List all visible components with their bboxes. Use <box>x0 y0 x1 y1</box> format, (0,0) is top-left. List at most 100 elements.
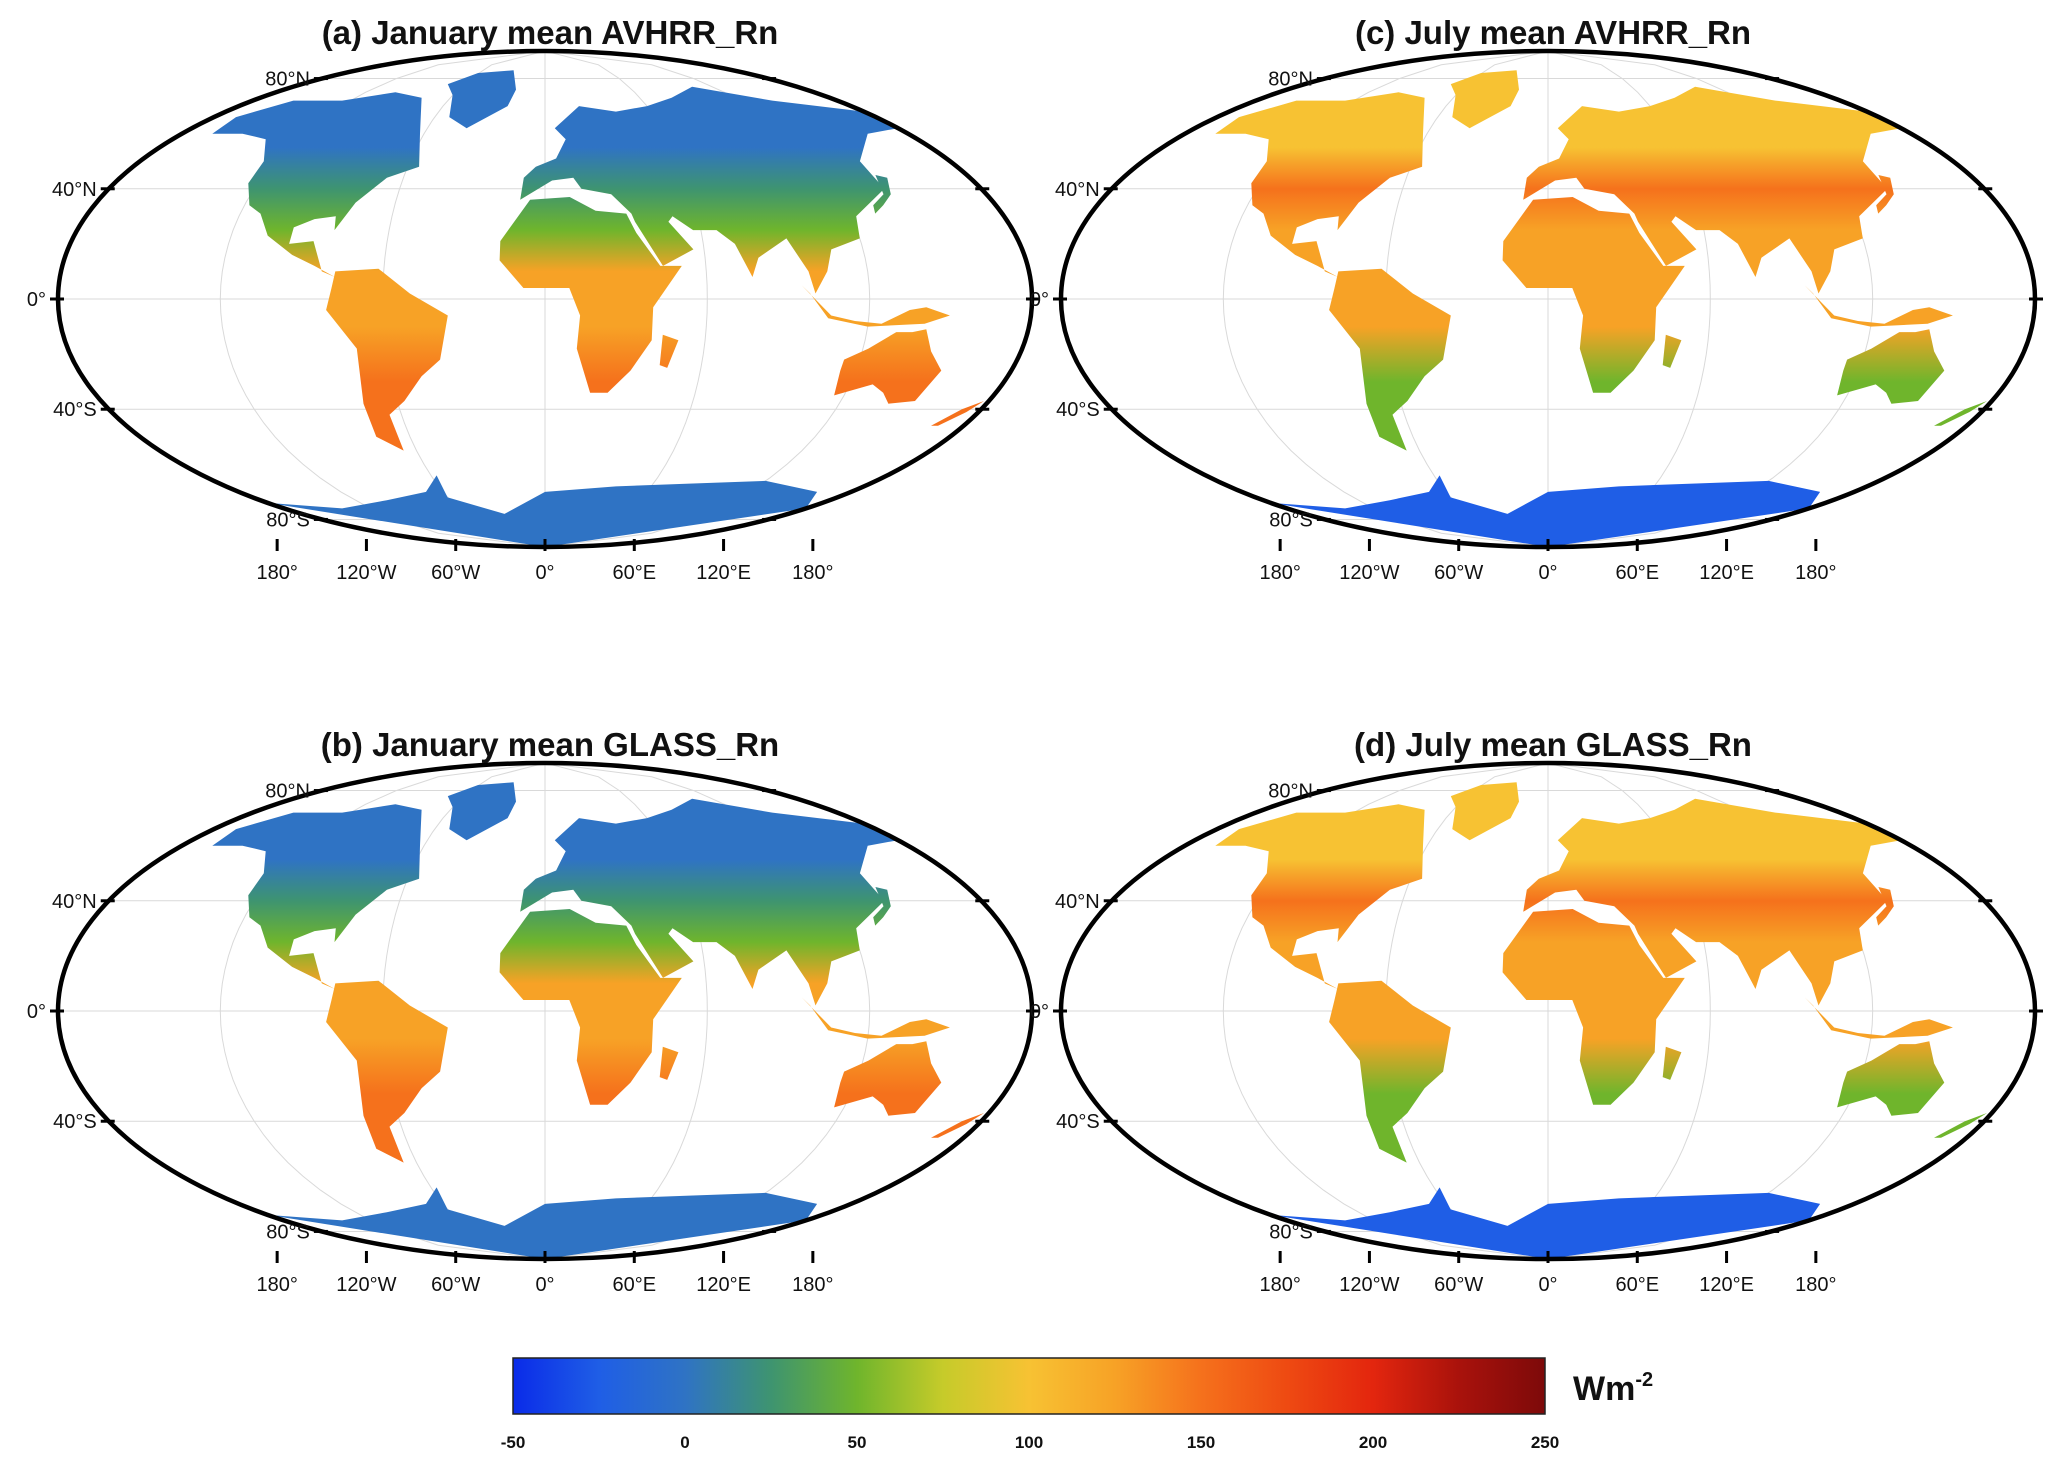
colorbar-tick-label: 150 <box>1187 1433 1215 1452</box>
landmass-indonesia <box>801 285 950 327</box>
landmass-japan <box>1876 175 1894 214</box>
landmass-europe-asia <box>1523 86 1901 294</box>
lon-label: 60°E <box>612 1274 656 1296</box>
lat-label: 0° <box>27 1001 46 1023</box>
lat-label: 80°N <box>1268 781 1313 803</box>
landmass-greenland <box>447 70 516 129</box>
landmass-madagascar <box>659 334 679 368</box>
land-layer <box>1215 70 1987 547</box>
landmass-indonesia <box>1804 997 1953 1039</box>
lat-label: 80°S <box>266 1221 310 1243</box>
landmass-madagascar <box>1662 334 1682 368</box>
land-layer <box>1215 782 1987 1259</box>
lon-label: 0° <box>535 1274 554 1296</box>
lon-label: 0° <box>535 562 554 584</box>
landmass-new-zealand <box>931 1113 984 1138</box>
colorbar-ticks: -50 0 50 100 150 200 250 <box>501 1433 1559 1452</box>
panel-d-title: (d) July mean GLASS_Rn <box>1354 726 1752 763</box>
panel-c-title: (c) July mean AVHRR_Rn <box>1355 14 1751 51</box>
landmass-greenland <box>1450 70 1519 129</box>
landmass-africa <box>1502 197 1685 393</box>
colorbar-tick-label: -50 <box>501 1433 526 1452</box>
landmass-europe-asia <box>520 798 898 1006</box>
lat-label: 40°S <box>1056 399 1100 421</box>
lon-label: 180° <box>1259 562 1300 584</box>
lon-label: 120°W <box>1339 562 1399 584</box>
colorbar-tick-label: 100 <box>1015 1433 1043 1452</box>
lat-label: 40°N <box>52 891 97 913</box>
landmass-north-america <box>1215 92 1425 277</box>
lon-label: 60°E <box>612 562 656 584</box>
lon-label: 180° <box>1795 562 1836 584</box>
landmass-antarctica <box>267 475 818 547</box>
lon-label: 120°W <box>336 1274 396 1296</box>
lon-label: 120°E <box>696 1274 751 1296</box>
lon-label: 180° <box>1259 1274 1300 1296</box>
lon-label: 180° <box>1795 1274 1836 1296</box>
lon-label: 60°W <box>1434 1274 1483 1296</box>
lon-label: 60°E <box>1615 1274 1659 1296</box>
colorbar-bar <box>512 1357 1546 1415</box>
lat-label: 40°S <box>53 1111 97 1133</box>
lon-label: 60°W <box>431 562 480 584</box>
lat-label: 0° <box>27 289 46 311</box>
landmass-north-america <box>1215 804 1425 989</box>
landmass-new-zealand <box>931 401 984 426</box>
lat-label: 80°S <box>1269 509 1313 531</box>
panel-c-map: (c) July mean AVHRR_Rn 80°N 40°N 0° 40°S 80°… <box>1030 14 2043 584</box>
landmass-europe-asia <box>1523 798 1901 1006</box>
lat-label: 80°S <box>1269 1221 1313 1243</box>
lon-label: 180° <box>256 562 297 584</box>
lat-label: 80°S <box>266 509 310 531</box>
landmass-indonesia <box>801 997 950 1039</box>
lat-label: 40°N <box>52 179 97 201</box>
lon-label: 60°W <box>431 1274 480 1296</box>
landmass-greenland <box>1450 782 1519 841</box>
lon-label: 120°E <box>1699 1274 1754 1296</box>
landmass-north-america <box>212 804 422 989</box>
landmass-australia <box>1837 329 1945 404</box>
landmass-europe-asia <box>520 86 898 294</box>
lon-label: 180° <box>256 1274 297 1296</box>
land-layer <box>212 70 984 547</box>
lon-label: 120°E <box>1699 562 1754 584</box>
panel-a-title: (a) January mean AVHRR_Rn <box>322 14 779 51</box>
landmass-south-america <box>1329 980 1451 1163</box>
landmass-south-america <box>326 980 448 1163</box>
landmass-australia <box>834 1041 942 1116</box>
land-layer <box>212 782 984 1259</box>
landmass-antarctica <box>1270 475 1821 547</box>
landmass-new-zealand <box>1934 1113 1987 1138</box>
colorbar-unit: Wm-2 <box>1573 1369 1653 1408</box>
landmass-australia <box>834 329 942 404</box>
panel-b-map: (b) January mean GLASS_Rn 80°N 40°N 0° 40°S… <box>27 726 1040 1296</box>
lat-label: 80°N <box>1268 69 1313 91</box>
lat-label: 80°N <box>265 781 310 803</box>
landmass-africa <box>1502 909 1685 1105</box>
lon-label: 60°E <box>1615 562 1659 584</box>
landmass-south-america <box>326 268 448 451</box>
landmass-africa <box>499 909 682 1105</box>
colorbar-tick-label: 250 <box>1531 1433 1559 1452</box>
landmass-madagascar <box>1662 1046 1682 1080</box>
lat-label: 80°N <box>265 69 310 91</box>
landmass-greenland <box>447 782 516 841</box>
lat-label: 40°N <box>1055 891 1100 913</box>
lon-label: 0° <box>1538 1274 1557 1296</box>
lon-label: 0° <box>1538 562 1557 584</box>
lon-label: 60°W <box>1434 562 1483 584</box>
landmass-australia <box>1837 1041 1945 1116</box>
panel-d-map: (d) July mean GLASS_Rn 80°N 40°N 0° 40°S 80°… <box>1030 726 2043 1296</box>
landmass-japan <box>873 887 891 926</box>
colorbar: -50 0 50 100 150 200 250 Wm-2 <box>501 1357 1653 1452</box>
lon-label: 120°W <box>1339 1274 1399 1296</box>
panel-a-map: (a) January mean AVHRR_Rn 80°N 40°N 0° 40°S… <box>27 14 1040 584</box>
colorbar-tick-label: 200 <box>1359 1433 1387 1452</box>
lat-label: 0° <box>1030 1001 1049 1023</box>
lat-label: 40°S <box>53 399 97 421</box>
landmass-japan <box>873 175 891 214</box>
landmass-africa <box>499 197 682 393</box>
landmass-antarctica <box>267 1187 818 1259</box>
lat-label: 40°S <box>1056 1111 1100 1133</box>
